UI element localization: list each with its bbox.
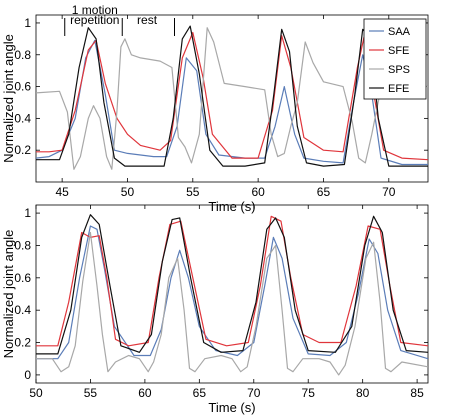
annotation-label: repetition (70, 13, 119, 27)
legend-label-saa: SAA (388, 26, 411, 38)
annotation-label: 1 motion (72, 3, 118, 17)
y-tick-label: 0.2 (14, 143, 31, 157)
y-tick-label: 0.8 (14, 48, 31, 62)
x-tick-label: 60 (251, 185, 265, 199)
x-tick-label: 55 (186, 185, 200, 199)
series-line-saa (36, 225, 428, 360)
x-tick-label: 75 (302, 386, 316, 400)
series-group (36, 214, 428, 376)
plot-frame (35, 204, 429, 384)
x-tick-label: 70 (247, 386, 261, 400)
x-tick-label: 65 (317, 185, 331, 199)
series-group (36, 25, 428, 170)
x-tick-label: 85 (410, 386, 424, 400)
x-tick-label: 60 (138, 386, 152, 400)
x-tick-label: 70 (382, 185, 396, 199)
panel-2: 50 55 60 65 70 75 80 85 0 0.2 0.4 0.6 0.8 1 Time (s) No… (1, 204, 429, 415)
y-axis-label: Normalized joint angle (1, 34, 16, 163)
y-tick-label: 0.6 (14, 271, 31, 285)
x-tick-label: 55 (84, 386, 98, 400)
x-tick-label: 50 (121, 185, 135, 199)
y-tick-label: 0 (24, 368, 31, 382)
y-tick-label: 0.4 (14, 111, 31, 125)
x-axis-label: Time (s) (208, 400, 255, 415)
legend-label-sfe: SFE (388, 45, 409, 57)
y-tick-label: 0.4 (14, 303, 31, 317)
series-line-efe (36, 25, 428, 167)
x-tick-label: 80 (356, 386, 370, 400)
y-tick-label: 0.6 (14, 80, 31, 94)
y-tick-label: 0.8 (14, 238, 31, 252)
series-line-sps (36, 27, 428, 170)
x-axis-label: Time (s) (208, 199, 255, 214)
y-axis-label: Normalized joint angle (1, 230, 16, 359)
x-tick-label: 50 (29, 386, 43, 400)
series-line-sfe (36, 215, 428, 347)
series-line-sps (36, 231, 428, 376)
panel-1: 45 50 55 60 65 70 0.2 0.4 0.6 0.8 1 Time (s) Normali… (1, 3, 429, 214)
legend-label-sps: SPS (388, 64, 410, 76)
plot-frame (35, 14, 429, 183)
legend-label-efe: EFE (388, 83, 409, 95)
series-line-efe (36, 214, 428, 355)
y-tick-label: 1 (24, 206, 31, 220)
y-tick-label: 0.2 (14, 336, 31, 350)
legend: SAA SFE SPS EFE (363, 18, 427, 100)
x-tick-label: 45 (55, 185, 69, 199)
x-tick-label: 65 (193, 386, 207, 400)
annotation-label: rest (137, 13, 158, 27)
y-tick-label: 1 (24, 16, 31, 30)
legend-box (363, 18, 427, 100)
